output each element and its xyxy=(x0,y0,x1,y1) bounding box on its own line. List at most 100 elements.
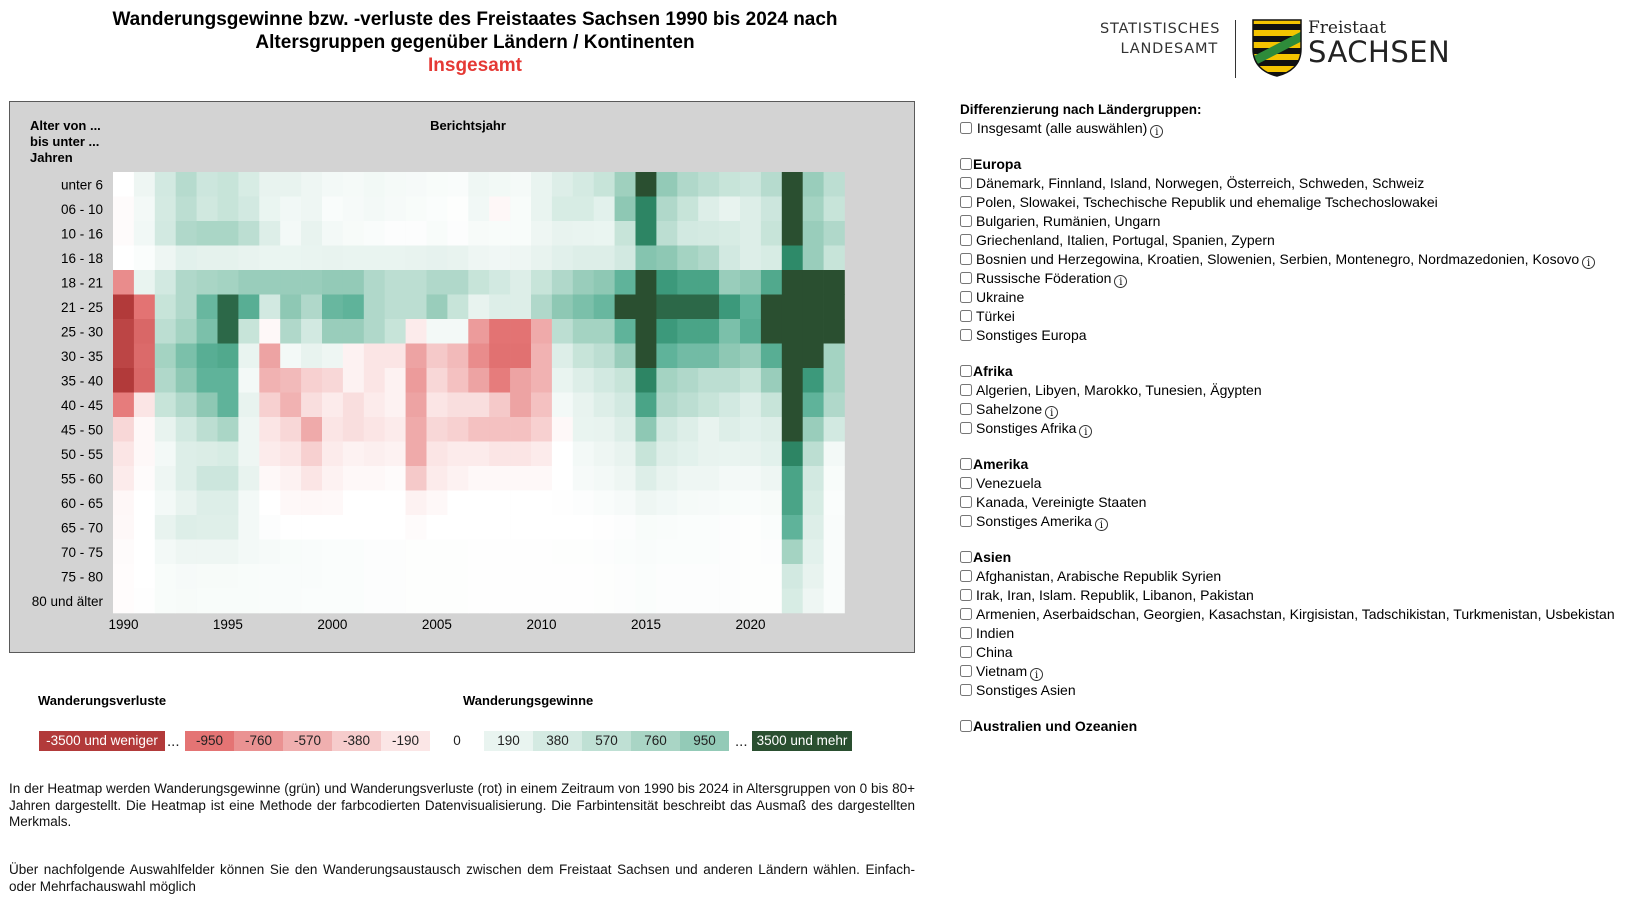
heatmap-cell[interactable] xyxy=(301,196,323,222)
heatmap-cell[interactable] xyxy=(593,172,615,197)
heatmap-cell[interactable] xyxy=(154,392,176,418)
heatmap-cell[interactable] xyxy=(426,368,448,393)
heatmap-cell[interactable] xyxy=(551,564,574,589)
heatmap-cell[interactable] xyxy=(405,564,427,589)
heatmap-cell[interactable] xyxy=(719,417,741,442)
item-checkbox[interactable] xyxy=(960,665,972,677)
heatmap-cell[interactable] xyxy=(113,588,135,614)
heatmap-cell[interactable] xyxy=(175,368,197,393)
heatmap-cell[interactable] xyxy=(196,392,218,418)
heatmap-cell[interactable] xyxy=(259,564,281,589)
heatmap-cell[interactable] xyxy=(259,515,281,540)
heatmap-cell[interactable] xyxy=(802,196,824,222)
heatmap-cell[interactable] xyxy=(342,564,365,589)
heatmap-cell[interactable] xyxy=(301,490,323,516)
heatmap-cell[interactable] xyxy=(572,392,594,418)
heatmap-cell[interactable] xyxy=(781,172,803,197)
heatmap-cell[interactable] xyxy=(614,172,636,197)
heatmap-cell[interactable] xyxy=(447,172,469,197)
heatmap-cell[interactable] xyxy=(217,196,239,222)
heatmap-cell[interactable] xyxy=(531,392,553,418)
heatmap-cell[interactable] xyxy=(342,270,365,295)
heatmap-cell[interactable] xyxy=(593,294,615,320)
heatmap-cell[interactable] xyxy=(719,441,741,467)
heatmap-cell[interactable] xyxy=(740,319,762,344)
heatmap-cell[interactable] xyxy=(656,172,678,197)
heatmap-cell[interactable] xyxy=(154,294,176,320)
heatmap-cell[interactable] xyxy=(175,196,197,222)
heatmap-cell[interactable] xyxy=(363,368,385,393)
heatmap-cell[interactable] xyxy=(468,172,490,197)
heatmap-cell[interactable] xyxy=(740,221,762,246)
heatmap-cell[interactable] xyxy=(760,294,783,320)
heatmap-cell[interactable] xyxy=(823,368,845,393)
heatmap-cell[interactable] xyxy=(551,588,574,614)
heatmap-cell[interactable] xyxy=(760,196,783,222)
heatmap-cell[interactable] xyxy=(154,270,176,295)
heatmap-cell[interactable] xyxy=(342,392,365,418)
heatmap-cell[interactable] xyxy=(572,172,594,197)
heatmap-cell[interactable] xyxy=(677,564,699,589)
heatmap-cell[interactable] xyxy=(593,441,615,467)
heatmap-cell[interactable] xyxy=(510,441,532,467)
heatmap-cell[interactable] xyxy=(405,490,427,516)
heatmap-cell[interactable] xyxy=(217,294,239,320)
heatmap-cell[interactable] xyxy=(405,172,427,197)
heatmap-cell[interactable] xyxy=(238,221,260,246)
heatmap-cell[interactable] xyxy=(593,539,615,565)
heatmap-cell[interactable] xyxy=(489,515,511,540)
heatmap-cell[interactable] xyxy=(635,392,657,418)
heatmap-cell[interactable] xyxy=(342,294,365,320)
heatmap-cell[interactable] xyxy=(363,172,385,197)
heatmap-cell[interactable] xyxy=(196,441,218,467)
heatmap-cell[interactable] xyxy=(531,539,553,565)
heatmap-cell[interactable] xyxy=(760,466,783,491)
heatmap-cell[interactable] xyxy=(447,319,469,344)
heatmap-cell[interactable] xyxy=(468,343,490,369)
heatmap-cell[interactable] xyxy=(802,588,824,614)
heatmap-cell[interactable] xyxy=(384,172,406,197)
heatmap-cell[interactable] xyxy=(781,564,803,589)
heatmap-cell[interactable] xyxy=(447,392,469,418)
heatmap-cell[interactable] xyxy=(677,588,699,614)
heatmap-cell[interactable] xyxy=(259,392,281,418)
heatmap-cell[interactable] xyxy=(217,172,239,197)
heatmap-cell[interactable] xyxy=(154,319,176,344)
heatmap-cell[interactable] xyxy=(531,343,553,369)
heatmap-cell[interactable] xyxy=(489,539,511,565)
heatmap-cell[interactable] xyxy=(656,368,678,393)
heatmap-cell[interactable] xyxy=(635,490,657,516)
heatmap-cell[interactable] xyxy=(322,417,344,442)
heatmap-cell[interactable] xyxy=(677,368,699,393)
heatmap-cell[interactable] xyxy=(384,270,406,295)
heatmap-cell[interactable] xyxy=(802,368,824,393)
heatmap-cell[interactable] xyxy=(363,490,385,516)
heatmap-cell[interactable] xyxy=(280,466,302,491)
heatmap-cell[interactable] xyxy=(280,392,302,418)
heatmap-cell[interactable] xyxy=(760,539,783,565)
heatmap-cell[interactable] xyxy=(342,588,365,614)
heatmap-cell[interactable] xyxy=(823,441,845,467)
heatmap-cell[interactable] xyxy=(698,245,720,271)
heatmap-cell[interactable] xyxy=(301,172,323,197)
heatmap-cell[interactable] xyxy=(823,172,845,197)
info-icon[interactable]: i xyxy=(1582,256,1596,269)
heatmap-cell[interactable] xyxy=(447,221,469,246)
heatmap-cell[interactable] xyxy=(447,368,469,393)
heatmap-cell[interactable] xyxy=(363,441,385,467)
heatmap-cell[interactable] xyxy=(322,588,344,614)
heatmap-cell[interactable] xyxy=(322,392,344,418)
heatmap-cell[interactable] xyxy=(301,539,323,565)
heatmap-cell[interactable] xyxy=(133,515,156,540)
heatmap-cell[interactable] xyxy=(196,172,218,197)
heatmap-cell[interactable] xyxy=(656,564,678,589)
heatmap-cell[interactable] xyxy=(113,515,135,540)
heatmap-cell[interactable] xyxy=(301,588,323,614)
heatmap-cell[interactable] xyxy=(510,270,532,295)
item-checkbox[interactable] xyxy=(960,477,972,489)
heatmap-cell[interactable] xyxy=(740,196,762,222)
heatmap-cell[interactable] xyxy=(405,270,427,295)
item-checkbox[interactable] xyxy=(960,384,972,396)
heatmap-cell[interactable] xyxy=(301,343,323,369)
heatmap-cell[interactable] xyxy=(781,343,803,369)
